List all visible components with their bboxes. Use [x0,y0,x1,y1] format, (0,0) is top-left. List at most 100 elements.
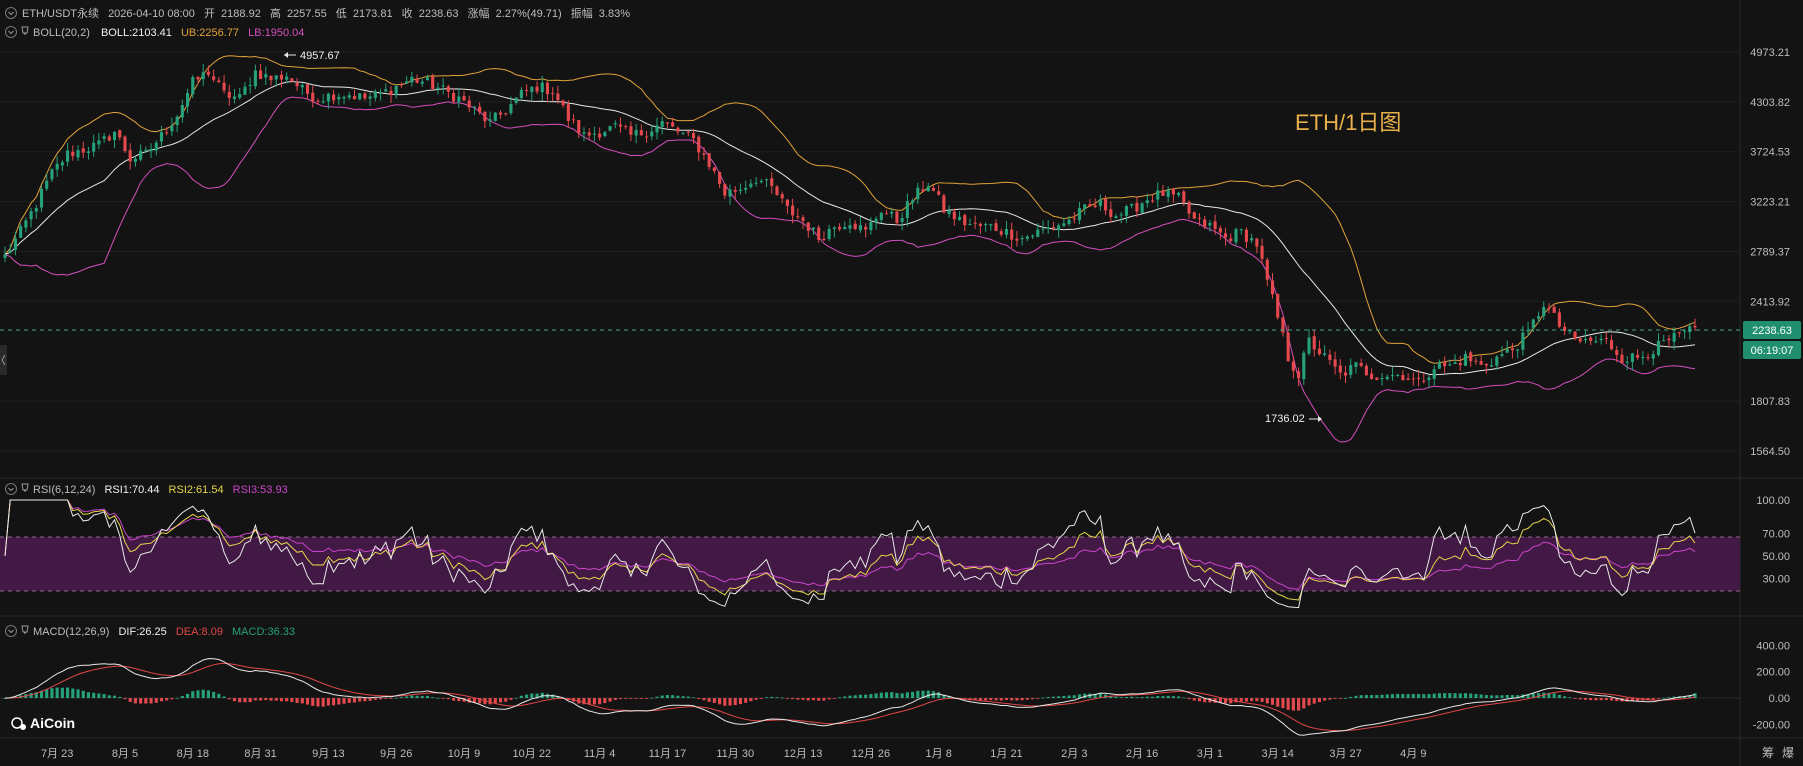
macd-bar [363,698,367,702]
candle-body [446,86,450,92]
candle-body [952,211,956,220]
candle-body [8,250,12,253]
macd-bar [165,698,169,701]
macd-bar [947,696,951,699]
candle-body [525,90,529,92]
macd-bar [253,698,257,701]
rsi-band [0,537,1740,591]
candle-body [102,136,106,139]
macd-bar [1140,697,1144,699]
aicoin-logo: AiCoin [11,715,75,731]
candle-body [175,116,179,126]
macd-bar [259,698,263,701]
candle-body [1067,219,1071,224]
candle-body [86,151,91,153]
candle-body [775,186,779,196]
macd-bar [1317,698,1322,703]
candle-body [259,70,263,79]
candle-body [905,201,909,218]
candle-body [1589,337,1593,341]
bell-icon[interactable] [21,625,29,634]
candle-body [1390,375,1395,377]
candle-body [45,180,49,189]
macd-bar [1683,695,1687,699]
rsi1-line [4,499,1696,609]
macd-bar [378,698,383,700]
macd-bar [472,698,477,703]
candle-body [478,106,482,113]
candle-body [420,81,424,84]
time-axis-tick: 11月 30 [716,748,754,760]
candle-body [785,199,789,206]
macd-bar [1182,697,1186,699]
candle-body [1573,331,1577,340]
macd-bar [107,695,111,699]
rsi-axis-tick: 30.00 [1762,573,1790,585]
macd-bar [342,698,346,704]
macd-bar [1505,694,1509,699]
macd-bar [279,698,284,702]
macd-bar [921,690,925,699]
macd-bar [185,693,190,699]
candle-body [780,194,784,199]
candle-body [347,95,351,98]
candle-body [1307,337,1311,354]
candle-body [1234,229,1238,243]
macd-bar [1589,698,1593,701]
macd-bar [112,695,117,699]
macd-bar [608,698,612,702]
candle-body [994,223,998,232]
macd-bar [1651,698,1655,700]
candle-body [1260,245,1264,259]
candle-body [342,96,346,99]
macd-bar [1276,698,1280,707]
candle-body [144,149,148,151]
candle-body [55,163,59,170]
macd-bar [791,698,795,700]
candle-body [650,131,654,137]
macd-axis-tick: 200.00 [1756,667,1790,679]
candle-body [1349,365,1353,375]
collapse-icon[interactable] [5,26,17,38]
macd-bar [1672,696,1676,699]
candle-body [1437,362,1441,369]
candle-body [1083,204,1087,210]
collapse-icon[interactable] [5,483,17,495]
candle-body [1187,201,1191,214]
candle-body [973,222,977,224]
macd-bar [937,692,941,699]
candle-body [1114,216,1118,219]
left-scroll-handle[interactable] [0,345,7,375]
boll-ub: UB:2256.77 [181,27,239,39]
macd-bar [290,698,294,702]
candle-body [1223,233,1228,238]
collapse-icon[interactable] [5,625,17,637]
bell-icon[interactable] [21,26,29,35]
candle-body [1354,362,1358,367]
candle-body [1594,341,1598,343]
candle-body [645,136,649,138]
macd-bar [1474,693,1478,699]
candle-body [60,162,64,166]
macd-bar [212,691,216,699]
collapse-icon[interactable] [5,7,17,19]
candle-body [1646,357,1650,359]
candle-body [1578,338,1582,342]
candle-body [770,178,774,186]
macd-bar [817,698,821,701]
macd-bar [337,698,341,705]
candle-body [1104,199,1108,211]
chip-button[interactable]: 筹 [1762,746,1774,760]
candle-body [1036,229,1040,237]
change-value: 2.27%(49.71) [496,8,562,20]
macd-bar [1161,696,1165,699]
liquidation-button[interactable]: 爆 [1782,746,1794,760]
candle-body [1495,356,1499,366]
macd-bar [1265,698,1269,704]
bell-icon[interactable] [21,483,29,492]
candle-body [76,149,80,158]
candle-body [180,105,184,118]
candle-body [535,86,539,92]
macd-bar [905,692,909,699]
